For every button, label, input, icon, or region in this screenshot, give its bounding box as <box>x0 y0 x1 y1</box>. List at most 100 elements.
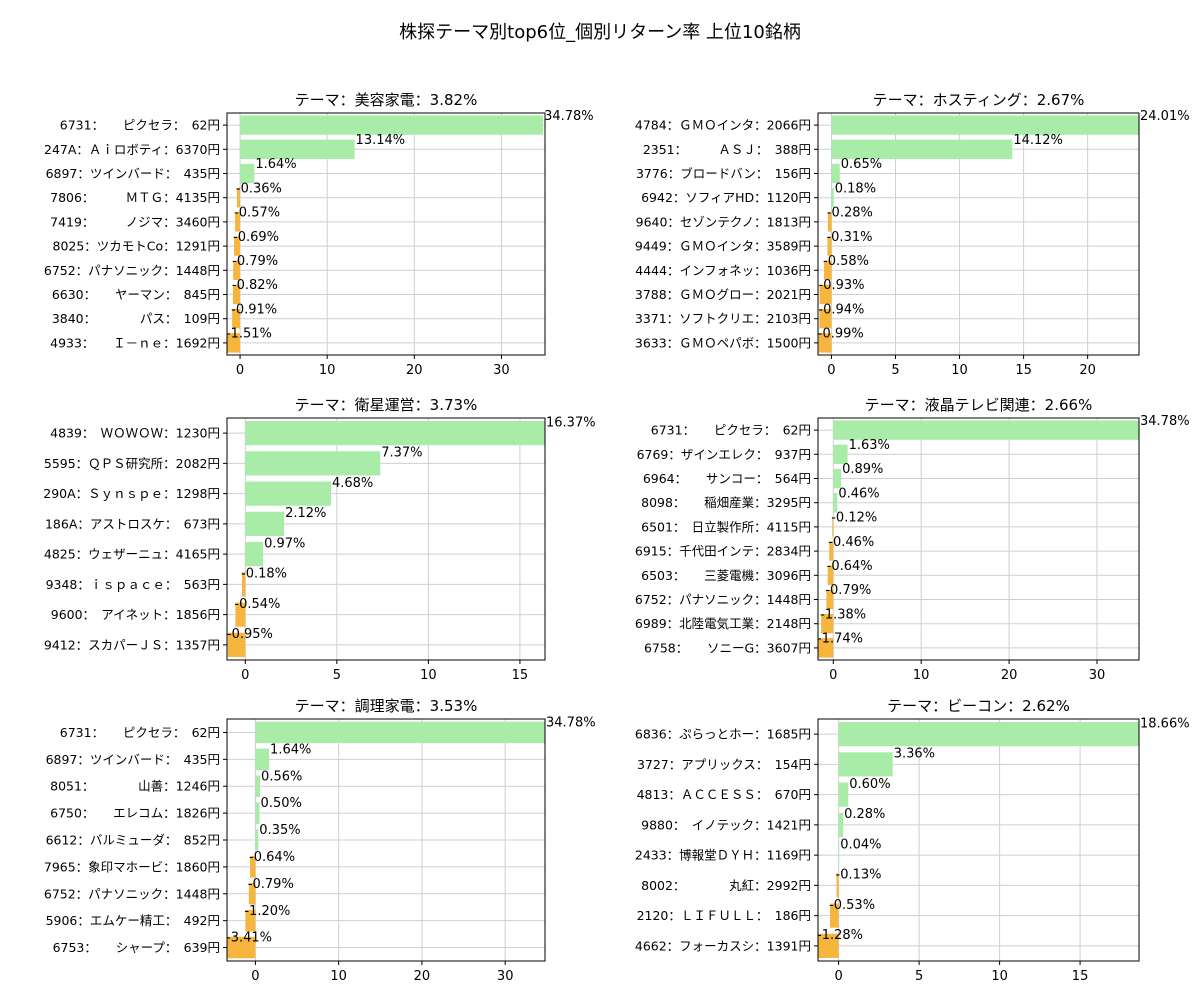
panel-title: テーマ：美容家電：3.82% <box>295 91 478 109</box>
plot-frame <box>226 417 546 661</box>
bar <box>831 163 840 184</box>
data-label: -0.53% <box>829 898 875 913</box>
data-label: -0.99% <box>818 327 864 342</box>
data-label: -0.54% <box>234 597 280 612</box>
x-tick-label: 30 <box>493 363 510 378</box>
y-tick-label: 6752：パナソニック：1448円 <box>44 886 220 901</box>
bar <box>838 782 849 807</box>
data-label: 34.78% <box>546 716 596 731</box>
data-label: 34.78% <box>1140 414 1190 429</box>
bar <box>833 420 1139 440</box>
panel-title: テーマ：衛星運営：3.73% <box>295 396 478 414</box>
bar <box>838 722 1139 747</box>
y-tick-label: 6753： シャープ： 639円 <box>53 940 220 955</box>
y-tick-label: 3840： パス： 109円 <box>52 311 220 326</box>
y-tick-label: 8025：ツカモトCo：1291円 <box>53 239 221 254</box>
y-tick-label: 6630： ヤーマン： 845円 <box>52 287 220 302</box>
bar <box>255 721 545 744</box>
data-label: 3.36% <box>894 747 935 762</box>
data-label: -0.93% <box>819 278 865 293</box>
y-tick-label: 6501： 日立製作所：4115円 <box>641 519 811 534</box>
bar <box>226 333 241 353</box>
bar <box>232 284 241 305</box>
chart-panel-1: 34.78% 13.14% 1.64% -0.36% -0.57% -0.69% -0.79… <box>44 91 594 378</box>
bar <box>234 236 241 256</box>
bar <box>836 873 839 898</box>
data-label: 24.01% <box>1140 109 1190 124</box>
x-tick-label: 5 <box>915 969 923 984</box>
bar <box>819 284 832 305</box>
bar <box>245 451 381 476</box>
bar <box>235 212 241 232</box>
bar <box>250 856 256 878</box>
y-tick-label: 6731： ピクセラ： 62円 <box>60 118 220 133</box>
bar <box>245 542 264 567</box>
bar <box>233 260 241 280</box>
panel-title: テーマ：ビーコン：2.62% <box>887 697 1070 715</box>
y-tick-label: 6612：バルミューダ： 852円 <box>46 833 220 848</box>
data-label: -0.79% <box>232 254 278 269</box>
x-tick-label: 20 <box>1079 363 1096 378</box>
y-tick-label: 4933： Ｉ－ｎｅ：1692円 <box>50 335 220 350</box>
y-tick-label: 3788：ＧＭＯグロー：2021円 <box>635 287 811 302</box>
bar <box>245 481 331 506</box>
y-tick-label: 8002： 丸紅：2992円 <box>641 878 811 893</box>
bar <box>248 883 256 905</box>
y-tick-label: 9600： アイネット：1856円 <box>51 607 220 622</box>
panel-title: テーマ：ホスティング：2.67% <box>873 91 1085 109</box>
y-tick-label: 9348：ｉｓｐａｃｅ： 563円 <box>46 577 220 592</box>
x-tick-label: 10 <box>913 668 930 683</box>
data-label: 0.18% <box>835 181 876 196</box>
y-tick-label: 6915：千代田インテ：2834円 <box>635 544 811 559</box>
y-tick-label: 5595：ＱＰＳ研究所：2082円 <box>44 456 220 471</box>
data-label: -0.46% <box>828 535 874 550</box>
x-tick-label: 15 <box>512 668 529 683</box>
y-tick-label: 3776：ブロードバン： 156円 <box>636 166 811 181</box>
plot-frame <box>817 718 1140 962</box>
y-tick-label: 5906：エムケー精工： 492円 <box>46 913 220 928</box>
data-label: -1.28% <box>817 928 863 943</box>
bar <box>240 139 355 159</box>
y-tick-label: 6989：北陸電気工業：2148円 <box>635 616 811 631</box>
bar <box>833 493 838 513</box>
bar <box>827 212 832 232</box>
bar <box>242 572 246 597</box>
data-label: -0.12% <box>831 511 877 526</box>
bar <box>838 812 844 837</box>
data-label: -0.31% <box>826 230 872 245</box>
y-tick-label: 6503： 三菱電機：3096円 <box>641 568 811 583</box>
data-label: -0.64% <box>249 850 295 865</box>
plot-frame <box>817 112 1140 356</box>
data-label: 0.35% <box>259 823 300 838</box>
y-tick-label: 7419： ノジマ：3460円 <box>50 214 220 229</box>
y-tick-label: 3727：アプリックス： 154円 <box>637 757 811 772</box>
y-tick-label: 9412：スカパーＪＳ：1357円 <box>44 637 220 652</box>
y-tick-label: 4825：ウェザーニュ：4165円 <box>44 547 220 562</box>
figure-title: 株探テーマ別top6位_個別リターン率 上位10銘柄 <box>399 22 801 43</box>
data-label: 18.66% <box>1140 716 1190 731</box>
bar <box>819 309 832 329</box>
data-label: 0.89% <box>842 462 883 477</box>
data-label: -0.58% <box>823 254 869 269</box>
x-tick-label: 0 <box>241 668 249 683</box>
x-tick-label: 10 <box>330 969 347 984</box>
bar <box>830 903 839 928</box>
bar <box>838 843 840 868</box>
bar <box>255 748 270 771</box>
bar <box>831 188 834 208</box>
data-label: 0.46% <box>838 486 879 501</box>
data-label: -0.95% <box>227 627 273 642</box>
data-label: -0.36% <box>236 181 282 196</box>
y-tick-label: 6752：パナソニック：1448円 <box>635 592 811 607</box>
bar <box>827 236 832 256</box>
data-label: 16.37% <box>546 415 596 430</box>
data-label: -0.18% <box>241 567 287 582</box>
data-label: -1.38% <box>820 607 866 622</box>
data-label: 0.28% <box>844 807 885 822</box>
x-tick-label: 0 <box>827 363 835 378</box>
y-tick-label: 2120：ＬＩＦＵＬＬ： 186円 <box>637 908 811 923</box>
x-tick-label: 5 <box>891 363 899 378</box>
x-tick-label: 0 <box>829 668 837 683</box>
x-tick-label: 0 <box>236 363 244 378</box>
bar <box>245 909 256 932</box>
